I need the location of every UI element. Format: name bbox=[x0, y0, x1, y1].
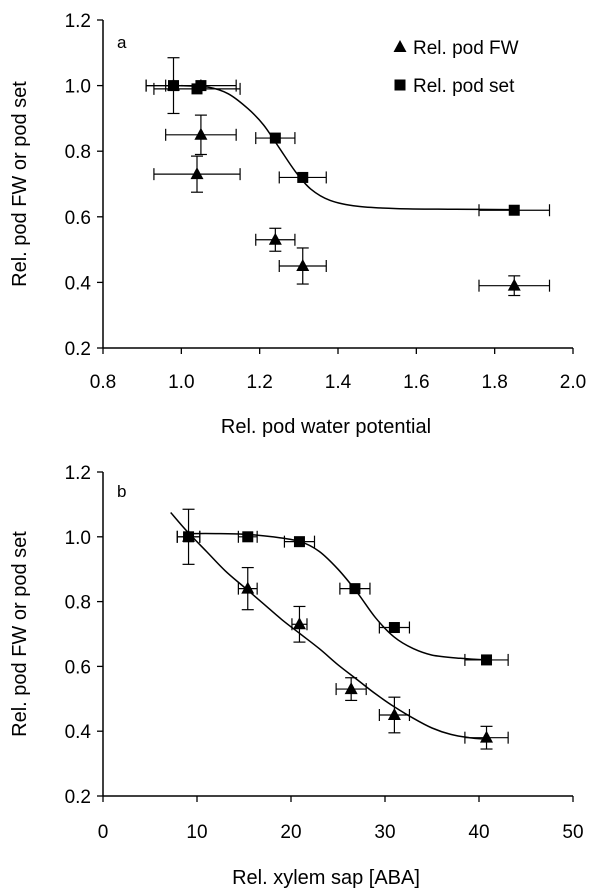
data-point-rel-pod-fw bbox=[480, 730, 494, 743]
data-point-rel-pod-fw bbox=[387, 708, 401, 720]
x-axis-title: Rel. pod water potential bbox=[221, 416, 431, 438]
data-point-rel-pod-set bbox=[349, 583, 361, 595]
fit-curve-rel-pod-set bbox=[187, 532, 487, 661]
data-point-rel-pod-fw bbox=[507, 278, 521, 291]
panel-label: b bbox=[117, 482, 126, 501]
data-point-rel-pod-fw bbox=[344, 682, 358, 695]
data-point-rel-pod-set bbox=[508, 204, 520, 216]
y-tick-label: 0.2 bbox=[65, 787, 91, 808]
legend-label-rel-pod-set: Rel. pod set bbox=[413, 76, 515, 97]
y-tick-label: 0.6 bbox=[65, 657, 91, 678]
y-tick-label: 0.4 bbox=[65, 273, 92, 294]
panel-b: 0.2 0.4 0.6 0.8 1.0 1.2 0 10 20 30 40 50 Rel. xylem … bbox=[9, 463, 584, 889]
x-tick-label: 1.0 bbox=[168, 372, 194, 393]
legend-label-rel-pod-fw: Rel. pod FW bbox=[413, 38, 519, 59]
data-point-rel-pod-set bbox=[269, 132, 281, 144]
y-tick-label: 0.6 bbox=[65, 208, 91, 229]
x-axis-title: Rel. xylem sap [ABA] bbox=[232, 867, 420, 889]
fit-curve-rel-pod-fw bbox=[170, 512, 487, 741]
x-tick-label: 0.8 bbox=[90, 372, 116, 393]
data-point-rel-pod-set bbox=[293, 536, 305, 548]
fit-curve-rel-pod-set bbox=[181, 84, 515, 211]
x-tick-label: 1.8 bbox=[481, 372, 507, 393]
data-point-rel-pod-fw bbox=[268, 232, 282, 245]
data-point-rel-pod-set bbox=[481, 654, 493, 666]
data-point-rel-pod-fw bbox=[292, 617, 306, 630]
y-tick-label: 1.0 bbox=[65, 528, 91, 549]
x-tick-label: 1.4 bbox=[325, 372, 352, 393]
y-tick-label: 0.8 bbox=[65, 593, 91, 614]
data-point-rel-pod-set bbox=[242, 531, 254, 543]
data-point-rel-pod-set bbox=[297, 171, 309, 183]
legend-marker-rel-pod-set bbox=[394, 79, 406, 91]
panel-label: a bbox=[117, 33, 127, 52]
y-tick-label: 0.8 bbox=[65, 142, 91, 163]
x-tick-label: 20 bbox=[280, 822, 301, 843]
y-tick-label: 1.2 bbox=[65, 463, 91, 484]
data-point-rel-pod-fw bbox=[190, 167, 204, 180]
y-tick-label: 0.4 bbox=[65, 722, 92, 743]
y-tick-label: 1.0 bbox=[65, 77, 91, 98]
data-point-rel-pod-fw bbox=[241, 581, 255, 594]
legend-marker-rel-pod-fw bbox=[393, 40, 407, 52]
data-point-rel-pod-fw bbox=[194, 127, 208, 140]
data-point-rel-pod-set bbox=[388, 622, 400, 634]
x-tick-label: 50 bbox=[562, 822, 583, 843]
y-tick-label: 1.2 bbox=[65, 11, 91, 32]
x-tick-label: 30 bbox=[374, 822, 395, 843]
panel-a: 0.2 0.4 0.6 0.8 1.0 1.2 0.8 1.0 1.2 1.4 1.6 1.8 2.0 R… bbox=[9, 11, 586, 438]
x-tick-label: 2.0 bbox=[560, 372, 586, 393]
x-tick-label: 1.2 bbox=[246, 372, 272, 393]
data-point-rel-pod-fw bbox=[296, 259, 310, 271]
x-tick-label: 1.6 bbox=[403, 372, 429, 393]
y-axis-title: Rel. pod FW or pod set bbox=[9, 81, 31, 287]
y-tick-label: 0.2 bbox=[65, 339, 91, 360]
data-point-rel-pod-set bbox=[168, 80, 179, 92]
x-tick-label: 10 bbox=[186, 822, 207, 843]
y-axis-title: Rel. pod FW or pod set bbox=[9, 531, 31, 737]
data-point-rel-pod-set bbox=[183, 531, 195, 543]
x-tick-label: 0 bbox=[98, 822, 109, 843]
x-tick-label: 40 bbox=[468, 822, 489, 843]
data-point-rel-pod-set bbox=[195, 80, 207, 92]
